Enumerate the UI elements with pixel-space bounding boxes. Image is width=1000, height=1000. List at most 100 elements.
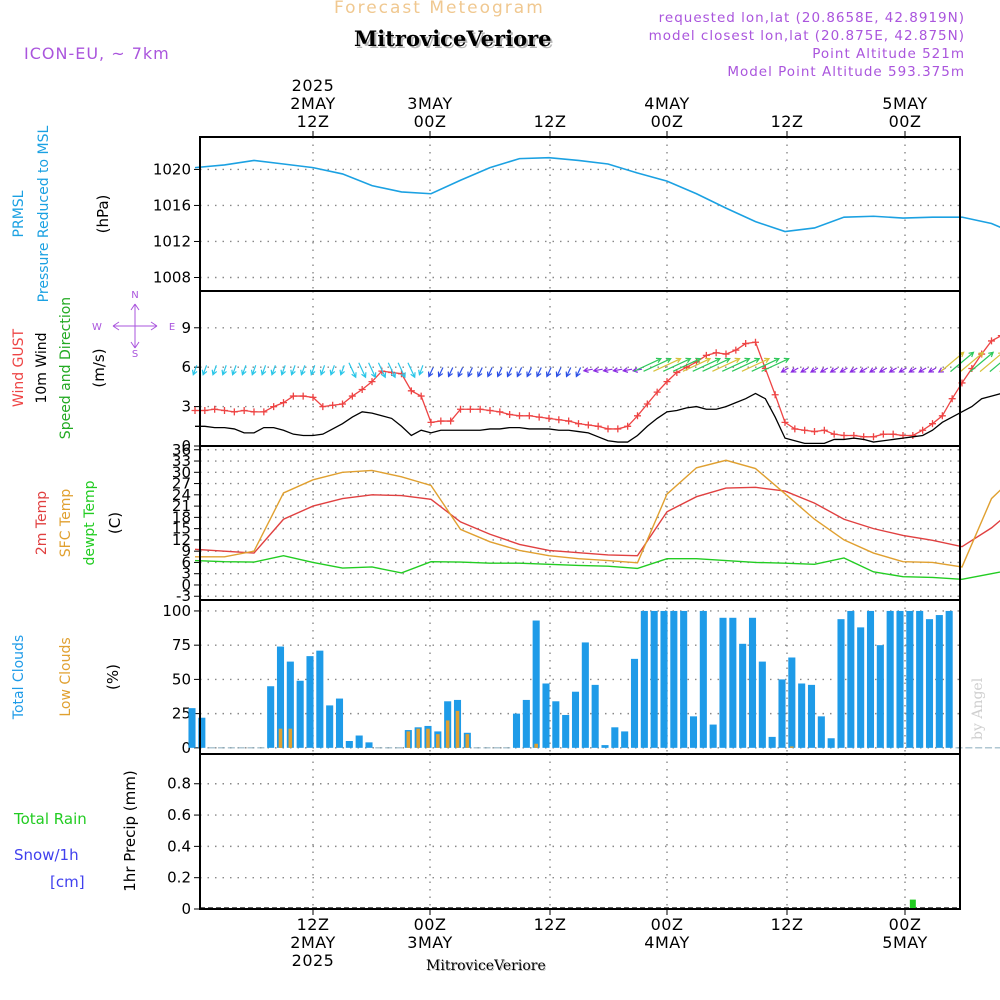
bottom-time-label: 00Z	[414, 915, 447, 934]
total-cloud-bar	[198, 717, 206, 748]
temp-y-tick-label: 36	[172, 441, 191, 459]
wind-direction-arrow	[878, 367, 888, 373]
wind-gust-marker	[289, 392, 297, 400]
wind-unit: (m/s)	[90, 348, 108, 387]
wind-direction-arrow	[761, 357, 790, 372]
wind-direction-arrow	[898, 367, 907, 373]
wind-direction-arrow	[457, 367, 464, 378]
meteogram-title: Forecast Meteogram	[334, 0, 545, 18]
wind-direction-arrow	[397, 362, 406, 379]
total-cloud-bar	[935, 615, 943, 748]
wind-direction-arrow	[309, 365, 316, 376]
wind-gust-marker	[663, 378, 671, 386]
wind-gust-marker	[781, 418, 789, 426]
wind-gust-marker	[211, 405, 219, 413]
total-cloud-bar	[355, 735, 363, 748]
wind-gust-marker	[270, 403, 278, 411]
point-altitude: Point Altitude 521m	[812, 46, 965, 62]
temp-sfc-label: SFC Temp	[58, 489, 74, 558]
total-cloud-bar	[296, 680, 304, 748]
low-cloud-bar	[465, 734, 470, 748]
low-cloud-bar	[436, 734, 440, 748]
wind-direction-label: Speed and Direction	[58, 297, 74, 439]
wind-direction-arrow	[339, 365, 345, 376]
wind-direction-arrow	[300, 365, 306, 376]
total-cloud-bar	[758, 661, 766, 748]
temp-y-tick-label: 9	[181, 542, 191, 560]
wind-direction-arrow	[819, 367, 829, 373]
total-cloud-bar	[660, 610, 668, 748]
total-cloud-bar	[680, 610, 688, 748]
low-cloud-bar	[278, 728, 283, 748]
bottom-time-label: 00Z	[889, 915, 922, 934]
wind-gust-marker	[643, 400, 651, 408]
wind-gust-marker	[634, 412, 641, 420]
model-point-altitude: Model Point Altitude 593.375m	[727, 64, 965, 80]
wind-direction-arrow	[241, 365, 247, 376]
wind-gust-marker	[299, 392, 307, 400]
wind-direction-arrow	[565, 367, 572, 378]
pressure-y-tick-label: 1008	[153, 268, 191, 286]
wind-direction-arrow	[868, 367, 878, 373]
bottom-time-label: 00Z	[651, 915, 684, 934]
wind-direction-arrow	[849, 367, 858, 373]
wind-direction-arrow	[712, 357, 741, 372]
wind-direction-arrow	[612, 367, 623, 373]
total-cloud-bar	[670, 610, 678, 748]
wind-direction-arrow	[721, 357, 751, 372]
wind-direction-arrow	[780, 367, 789, 373]
wind-gust-marker	[889, 430, 897, 438]
wind-y-tick-label: 9	[181, 319, 191, 337]
wind-direction-arrow	[908, 367, 917, 373]
wind-direction-arrow	[672, 357, 702, 372]
wind-gust-marker	[476, 405, 484, 413]
temp-dewpoint-label: dewpt Temp	[82, 480, 98, 565]
temp-dewpoint-line	[194, 554, 1000, 581]
wind-gust-marker	[791, 425, 799, 433]
wind-direction-arrow	[536, 367, 542, 378]
low-cloud-bar	[445, 720, 450, 748]
pressure-y-tick-label: 1012	[153, 232, 191, 250]
wind-gust-label: Wind GUST	[11, 328, 27, 407]
wind-gust-marker	[240, 407, 248, 415]
total-cloud-bar	[768, 736, 776, 748]
wind-speed-line	[195, 392, 1000, 445]
total-cloud-bar	[562, 714, 570, 748]
location-info-closest: model closest lon,lat (20.875E, 42.875N)	[648, 28, 965, 44]
wind-direction-arrow	[231, 365, 237, 376]
total-cloud-bar	[335, 698, 344, 748]
total-cloud-bar	[365, 742, 373, 748]
total-cloud-bar	[306, 656, 314, 748]
wind-gust-marker	[870, 433, 877, 441]
total-cloud-bar	[876, 645, 884, 748]
wind-direction-arrow	[839, 367, 848, 373]
total-cloud-bar	[896, 610, 904, 748]
total-cloud-bar	[532, 620, 540, 748]
wind-speed-label: 10m Wind	[34, 332, 50, 403]
wind-gust-marker	[938, 412, 946, 420]
wind-gust-marker	[988, 337, 995, 345]
wind-gust-marker	[466, 405, 474, 413]
wind-direction-arrow	[506, 367, 513, 378]
total-cloud-bar	[729, 617, 737, 748]
wind-gust-marker	[820, 426, 828, 434]
total-cloud-bar	[945, 610, 953, 748]
clouds-unit: (%)	[104, 664, 122, 690]
wind-gust-marker	[594, 422, 602, 430]
total-cloud-bar	[857, 627, 865, 748]
wind-gust-marker	[919, 426, 927, 434]
top-time-label: 00Z	[651, 112, 684, 131]
wind-direction-arrow	[427, 367, 434, 378]
total-cloud-bar	[748, 617, 757, 748]
total-cloud-bar	[689, 716, 698, 748]
temp-y-tick-label: 30	[172, 463, 191, 481]
total-cloud-bar	[788, 657, 796, 748]
total-cloud-bar	[866, 610, 875, 748]
wind-gust-marker	[457, 405, 464, 413]
wind-gust-marker	[230, 408, 238, 416]
total-cloud-bar	[906, 610, 914, 748]
wind-direction-arrow	[280, 365, 286, 376]
wind-gust-marker	[339, 400, 346, 408]
wind-gust-marker	[545, 414, 553, 422]
